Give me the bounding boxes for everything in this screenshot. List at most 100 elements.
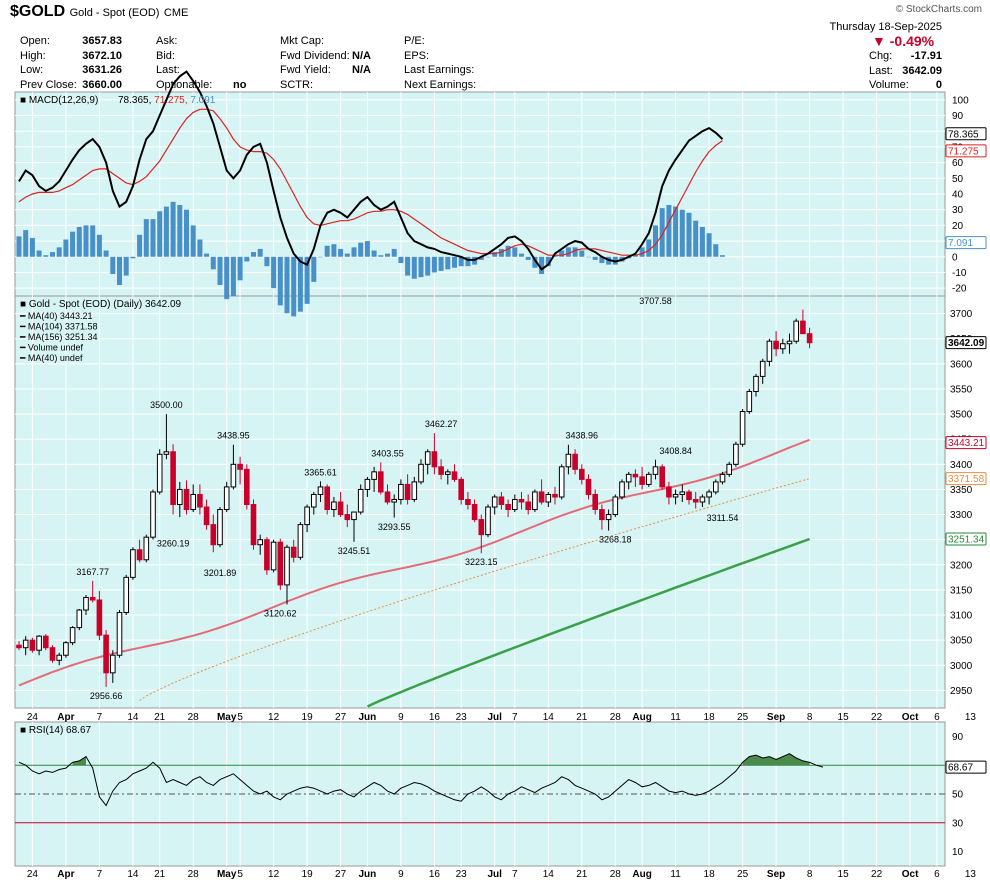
x-axis-tick: 28	[610, 712, 622, 723]
rsi-last-tag-text: 68.67	[948, 763, 973, 774]
macd-histogram-bar	[686, 212, 692, 257]
candle-body	[398, 483, 404, 500]
quote-labels-col2: Ask: Bid: Last: Optionable:	[156, 34, 212, 92]
hist-last-tag-text: 7.091	[948, 238, 973, 249]
macd-histogram-bar	[579, 250, 585, 257]
x-axis-tick: 28	[188, 869, 200, 880]
macd-legend-hist: 7.091	[190, 95, 215, 106]
macd-histogram-bar	[56, 247, 62, 257]
candle-body	[739, 411, 746, 445]
macd-histogram-bar	[304, 256, 310, 304]
chg-label: Chg:	[869, 50, 893, 62]
candle-body	[404, 483, 411, 500]
x-axis-tick: 25	[737, 869, 749, 880]
x-axis-tick: Jun	[359, 712, 377, 723]
ma156-last-tag-box	[945, 532, 987, 546]
macd-histogram-bar	[552, 255, 558, 257]
macd-histogram-bar	[230, 256, 236, 296]
macd-histogram-bar	[545, 256, 551, 267]
candle-body	[565, 453, 572, 468]
candle-body	[223, 486, 230, 511]
candle-body	[505, 504, 511, 511]
x-axis-tick: Apr	[57, 712, 74, 723]
x-axis-tick: 5	[237, 712, 243, 723]
macd-histogram-bar	[512, 247, 518, 257]
macd-histogram-bar	[465, 256, 471, 267]
x-axis-tick: 28	[610, 869, 622, 880]
macd-histogram-bar	[492, 252, 498, 257]
macd-y-tick: 90	[952, 111, 964, 122]
candle-body	[713, 481, 719, 493]
high-label: High:	[20, 49, 46, 62]
signal-last-tag-text: 71.275	[948, 146, 979, 157]
candle-body	[230, 463, 237, 488]
price-title: ■ Gold - Spot (EOD) (Daily) 3642.09	[20, 299, 182, 310]
macd-last-tag-text: 78.365	[948, 129, 979, 140]
x-axis-tick: Oct	[902, 869, 919, 880]
candle-body	[143, 536, 150, 561]
x-axis-tick: 21	[154, 712, 166, 723]
candle-body	[692, 498, 699, 503]
macd-last-tag: 78.365	[945, 127, 987, 141]
macd-histogram-bar	[70, 231, 76, 257]
rsi-line	[18, 753, 824, 807]
price-annotation: 3365.61	[304, 468, 337, 478]
macd-y-tick: 0	[952, 252, 958, 263]
macd-histogram-bar	[525, 256, 531, 260]
macd-y-tick: -20	[952, 284, 967, 295]
candle-body	[478, 519, 485, 536]
last-value: 3642.09	[902, 64, 942, 77]
macd-histogram-bar	[505, 245, 511, 257]
macd-histogram-bar	[16, 236, 22, 257]
price-legend-item: ━ Volume undef	[19, 343, 83, 353]
x-axis-tick: 8	[807, 869, 813, 880]
macd-histogram-bar	[639, 247, 645, 257]
x-axis-tick: 18	[704, 712, 716, 723]
candle-body	[331, 501, 337, 511]
candle-body	[89, 596, 96, 601]
optionable-label: Optionable:	[156, 78, 213, 91]
macd-signal-line	[18, 108, 723, 256]
candle-body	[364, 478, 371, 490]
candle-body	[16, 644, 22, 649]
macd-histogram-bar	[452, 256, 457, 268]
macd-histogram-bar	[458, 256, 464, 267]
x-axis-tick: 19	[302, 712, 314, 723]
price-legend-item: ━ MA(104) 3371.58	[19, 322, 97, 332]
price-last-tag-box	[945, 336, 987, 350]
ma40-last-tag: 3443.21	[945, 436, 987, 450]
candle-body	[652, 466, 659, 475]
macd-histogram-bar	[197, 239, 203, 257]
macd-histogram-bar	[599, 256, 605, 264]
candle-body	[136, 549, 143, 561]
price-annotation: 3120.62	[264, 609, 297, 619]
macd-histogram-bar	[713, 244, 719, 257]
x-axis-tick: Jul	[487, 712, 502, 723]
ma156-line	[366, 537, 811, 708]
candle-body	[424, 451, 431, 465]
fwd-dividend-value: N/A	[352, 49, 371, 62]
macd-histogram-bar	[291, 256, 297, 317]
candle-body	[525, 501, 532, 511]
candle-body	[290, 546, 297, 558]
macd-histogram-bar	[103, 250, 109, 257]
macd-histogram-bar	[344, 253, 350, 257]
candle-body	[29, 639, 36, 651]
x-axis-tick: 25	[737, 712, 749, 723]
x-axis-tick: 22	[871, 712, 883, 723]
candle-body	[491, 496, 498, 508]
ma104-last-tag: 3371.58	[945, 472, 987, 486]
candle-body	[177, 488, 183, 506]
quote-labels-col3: Mkt Cap: Fwd Dividend: Fwd Yield: SCTR:	[280, 34, 350, 92]
candle-body	[76, 609, 83, 629]
x-axis-tick: 27	[335, 869, 347, 880]
macd-histogram-bar	[418, 256, 424, 278]
candle-body	[56, 654, 63, 661]
price-annotation: 3223.15	[465, 557, 498, 567]
candle-body	[297, 524, 304, 558]
macd-histogram-bar	[519, 253, 524, 257]
candle-body	[197, 493, 203, 508]
candle-body	[672, 493, 679, 498]
x-axis-tick: 13	[965, 869, 977, 880]
x-axis-tick: May	[217, 869, 237, 880]
